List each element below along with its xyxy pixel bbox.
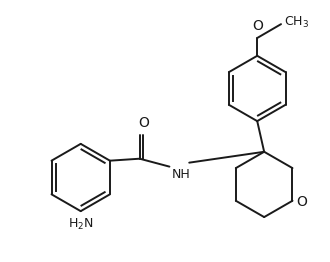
Text: NH: NH (171, 168, 190, 181)
Text: H$_2$N: H$_2$N (68, 217, 93, 232)
Text: O: O (138, 116, 149, 130)
Text: CH$_3$: CH$_3$ (284, 15, 309, 30)
Text: O: O (252, 19, 263, 33)
Text: O: O (296, 195, 307, 209)
